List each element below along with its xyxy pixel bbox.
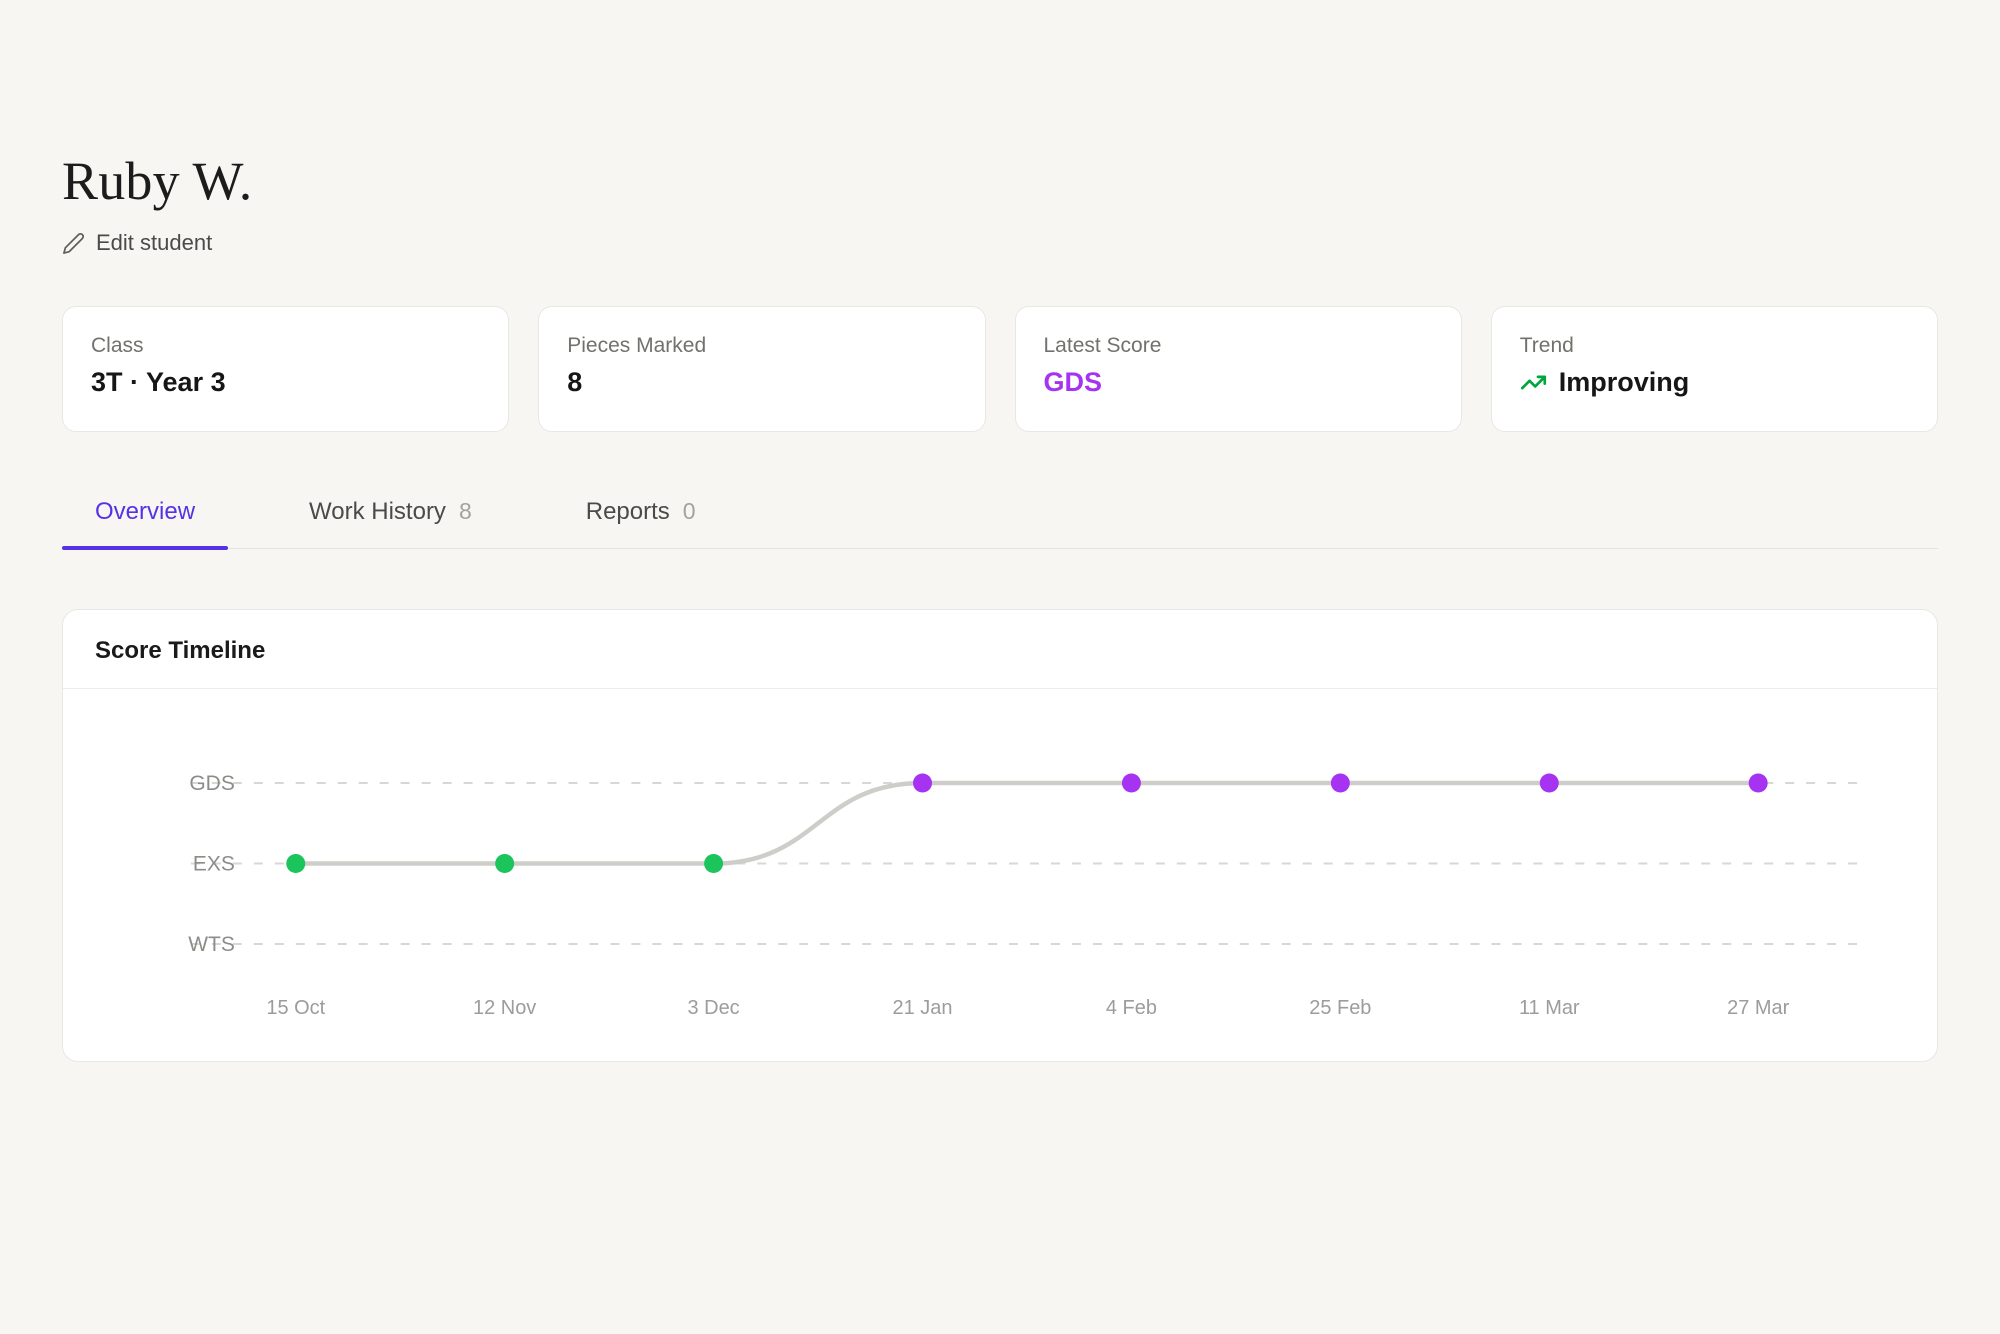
svg-text:12 Nov: 12 Nov [473,996,536,1018]
trend-label: Improving [1559,367,1690,398]
edit-student-button[interactable]: Edit student [62,230,212,256]
stat-card-pieces-marked: Pieces Marked 8 [538,306,985,432]
score-timeline-header: Score Timeline [63,610,1937,689]
tab-reports[interactable]: Reports 0 [553,494,729,548]
tab-work-history[interactable]: Work History 8 [276,494,505,548]
stat-label: Pieces Marked [567,334,956,358]
tabs: Overview Work History 8 Reports 0 [62,494,1938,549]
tab-overview[interactable]: Overview [62,494,228,548]
svg-text:3 Dec: 3 Dec [688,996,740,1018]
page-title: Ruby W. [62,0,1938,212]
tab-count-badge: 8 [459,498,472,525]
tab-label: Work History [309,498,446,526]
svg-text:21 Jan: 21 Jan [893,996,953,1018]
trending-up-icon [1520,369,1547,396]
stat-value: 3T · Year 3 [91,367,480,398]
score-timeline-title: Score Timeline [95,637,1905,665]
stat-label: Class [91,334,480,358]
stat-label: Latest Score [1044,334,1433,358]
score-timeline-chart-area: GDS EXS WTS 15 Oct 12 Nov 3 Dec 21 Jan 4 Feb 25 … [63,689,1937,1061]
tab-count-badge: 0 [683,498,696,525]
stats-row: Class 3T · Year 3 Pieces Marked 8 Latest… [62,306,1938,432]
stat-value: 8 [567,367,956,398]
svg-text:25 Feb: 25 Feb [1309,996,1371,1018]
svg-text:4 Feb: 4 Feb [1106,996,1157,1018]
edit-student-label: Edit student [96,230,212,256]
score-timeline-card: Score Timeline GDS EXS WTS 15 Oct 12 Nov 3 De… [62,609,1938,1062]
student-page: Ruby W. Edit student Class 3T · Year 3 P… [0,0,2000,1062]
pencil-icon [62,232,85,255]
stat-card-trend: Trend Improving [1491,306,1938,432]
stat-value-latest-score: GDS [1044,367,1433,398]
svg-text:GDS: GDS [189,771,234,794]
svg-text:11 Mar: 11 Mar [1519,996,1580,1018]
svg-text:EXS: EXS [193,852,235,875]
stat-label: Trend [1520,334,1909,358]
svg-text:WTS: WTS [188,932,235,955]
tab-label: Reports [586,498,670,526]
stat-value-trend: Improving [1520,367,1909,398]
stat-card-latest-score: Latest Score GDS [1015,306,1462,432]
stat-card-class: Class 3T · Year 3 [62,306,509,432]
svg-text:15 Oct: 15 Oct [266,996,325,1018]
score-timeline-chart: GDS EXS WTS 15 Oct 12 Nov 3 Dec 21 Jan 4 Feb 25 … [63,689,1937,1061]
svg-text:27 Mar: 27 Mar [1727,996,1789,1018]
tab-label: Overview [95,498,195,526]
